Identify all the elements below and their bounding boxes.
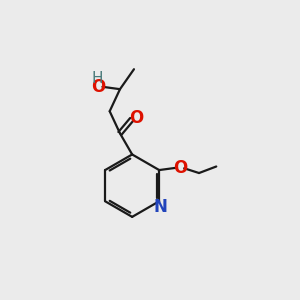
Text: O: O [173,159,188,177]
Text: N: N [154,198,168,216]
Text: O: O [129,109,144,127]
Text: H: H [91,71,103,86]
Text: O: O [92,78,106,96]
